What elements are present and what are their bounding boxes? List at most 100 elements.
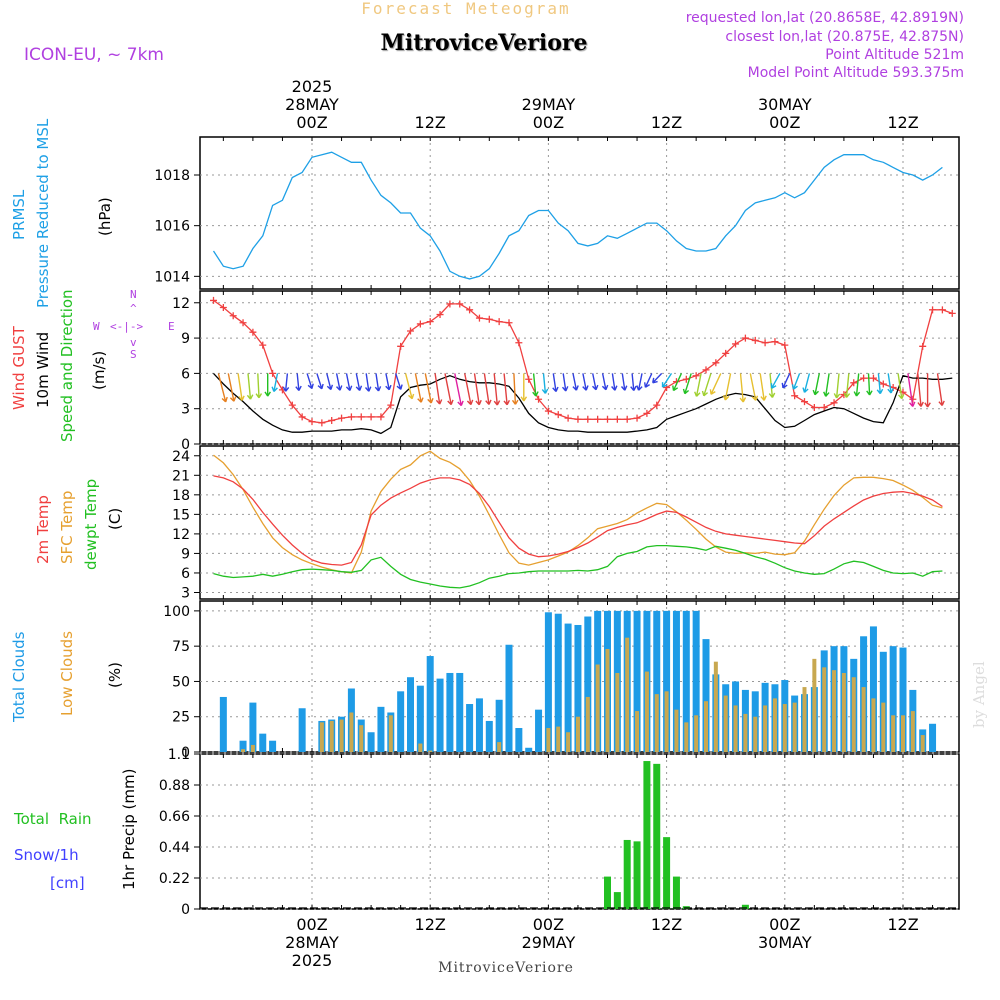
total-cloud-bar — [298, 708, 306, 752]
wind-arrow — [306, 373, 314, 390]
low-cloud-bar — [250, 744, 255, 752]
low-cloud-bar — [822, 667, 827, 752]
gust-marker — [426, 318, 434, 326]
gust-marker — [919, 342, 927, 350]
svg-text:W: W — [93, 320, 100, 333]
pressure-unit: (hPa) — [96, 197, 114, 236]
wind-arrow — [227, 373, 237, 402]
wind-arrow — [374, 373, 382, 392]
time-label-top: 28MAY — [285, 95, 339, 114]
compass-icon: W <-|-> E N ^ v S — [93, 288, 175, 361]
wind-arrow — [709, 373, 722, 395]
gust-marker — [475, 314, 483, 322]
wind-arrow — [876, 373, 884, 395]
time-label-bottom: 28MAY — [285, 933, 339, 952]
panel-frame-temperature — [199, 445, 960, 600]
low-cloud-bar — [743, 713, 748, 752]
wind-arrow — [316, 373, 324, 390]
wind-arrow — [644, 373, 653, 388]
wind10-line — [213, 372, 953, 435]
gust-marker — [554, 411, 562, 419]
gust-marker — [387, 401, 395, 409]
low-cloud-bar — [635, 711, 640, 752]
gust-marker — [525, 375, 533, 383]
gust-marker — [298, 413, 306, 421]
pressure-line — [212, 151, 943, 280]
station-title: MitroviceVeriore — [381, 30, 588, 56]
y-tick-label: 1014 — [154, 269, 190, 285]
gust-marker — [564, 414, 572, 422]
y-tick-label: 100 — [163, 604, 190, 620]
gust-marker — [643, 409, 651, 417]
time-label-bottom: 12Z — [415, 915, 446, 934]
wind-arrow — [866, 373, 873, 396]
time-label-top: 29MAY — [522, 95, 576, 114]
watermark: by Angel — [970, 661, 988, 728]
low-cloud-bar — [841, 672, 846, 752]
gust-marker — [909, 395, 917, 403]
wind10-label: 10m Wind — [34, 332, 52, 408]
gust-marker — [771, 338, 779, 346]
pressure-label: Pressure Reduced to MSL — [34, 118, 52, 308]
gust-marker — [574, 415, 582, 423]
precip-axis-label: 1hr Precip (mm) — [120, 769, 138, 890]
low-cloud-bar — [901, 715, 905, 752]
total-cloud-bar — [929, 723, 937, 752]
wind-arrow — [897, 373, 905, 400]
gust-marker — [810, 404, 818, 412]
wind-arrow — [541, 373, 549, 394]
svg-text:v: v — [130, 336, 137, 349]
gust-marker — [239, 319, 247, 327]
wind-arrow — [434, 373, 443, 405]
snow-unit: [cm] — [50, 874, 85, 892]
low-cloud-bar — [772, 698, 777, 752]
wind-arrow — [682, 373, 692, 395]
total-cloud-bar — [554, 613, 562, 752]
gust-marker — [505, 319, 513, 327]
wind-arrow — [781, 373, 791, 389]
total-cloud-bar — [653, 610, 661, 752]
gust-marker — [948, 309, 956, 317]
low-cloud-bar — [418, 743, 423, 752]
rain-label: Total Rain — [13, 810, 92, 828]
wind-arrow — [395, 373, 403, 390]
wind-arrow — [385, 373, 392, 391]
low-cloud-bar — [802, 687, 807, 752]
rain-bar — [613, 892, 621, 909]
wind-arrow — [936, 373, 945, 406]
low-cloud-bar — [871, 698, 876, 752]
wind-arrow — [739, 373, 747, 403]
time-label-top: 12Z — [651, 113, 682, 132]
dewpt-line — [213, 544, 943, 589]
gust-marker — [929, 306, 937, 314]
low-cloud-bar — [556, 726, 561, 752]
wind-arrow — [246, 373, 254, 400]
wind-arrow — [694, 373, 702, 397]
wind-arrow — [722, 373, 732, 401]
total-cloud-bar — [889, 646, 897, 752]
low-cloud-bar — [881, 702, 886, 752]
total-cloud-bar — [672, 610, 680, 752]
footer-station: MitroviceVeriore — [438, 960, 574, 976]
model-label: ICON-EU, ~ 7km — [24, 45, 164, 65]
y-tick-label: 0 — [181, 745, 190, 761]
y-tick-label: 3 — [181, 402, 190, 418]
wind-arrow — [917, 373, 924, 407]
y-tick-label: 6 — [181, 566, 190, 582]
gust-marker — [702, 366, 710, 374]
wind-arrow — [355, 373, 363, 391]
svg-text:<-|->: <-|-> — [110, 320, 143, 333]
gust-marker — [751, 336, 759, 344]
low-cloud-bar — [349, 712, 354, 752]
wind-arrow — [924, 373, 931, 408]
time-label-top: 00Z — [296, 113, 327, 132]
wind-arrow — [255, 373, 263, 399]
total-cloud-bar — [269, 740, 277, 752]
gust-marker — [653, 401, 661, 409]
low-cloud-bar — [763, 705, 768, 752]
low-cloud-bar — [319, 722, 324, 752]
total-cloud-bar — [249, 702, 257, 752]
gust-marker — [879, 380, 887, 388]
gust-label: Wind GUST — [10, 325, 28, 410]
y-tick-label: 1.1 — [168, 747, 190, 763]
